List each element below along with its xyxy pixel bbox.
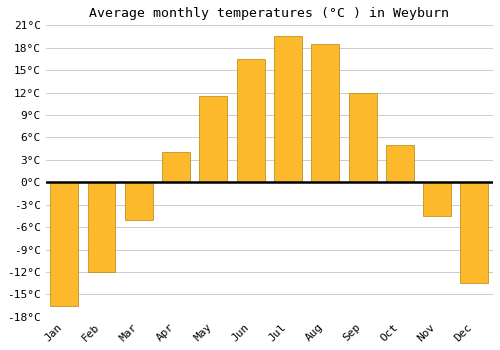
Bar bbox=[423, 182, 451, 216]
Bar bbox=[236, 59, 264, 182]
Bar bbox=[50, 182, 78, 306]
Bar bbox=[162, 152, 190, 182]
Title: Average monthly temperatures (°C ) in Weyburn: Average monthly temperatures (°C ) in We… bbox=[90, 7, 450, 20]
Bar bbox=[200, 96, 228, 182]
Bar bbox=[348, 92, 376, 182]
Bar bbox=[312, 44, 339, 182]
Bar bbox=[386, 145, 414, 182]
Bar bbox=[125, 182, 153, 220]
Bar bbox=[88, 182, 116, 272]
Bar bbox=[460, 182, 488, 283]
Bar bbox=[274, 36, 302, 182]
